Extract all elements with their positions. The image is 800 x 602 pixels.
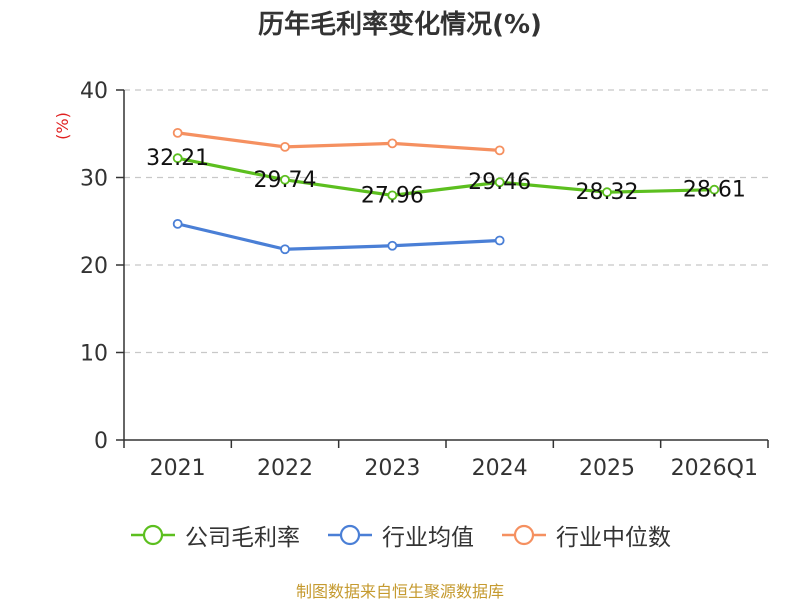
data-label: 27.96 bbox=[361, 183, 424, 208]
data-point-1 bbox=[172, 153, 183, 164]
x-tick-label: 2022 bbox=[257, 456, 313, 481]
x-tick-label: 2023 bbox=[364, 456, 420, 481]
x-tick-label: 2025 bbox=[579, 456, 635, 481]
legend-label: 行业中位数 bbox=[556, 525, 671, 551]
y-tick-label: 20 bbox=[80, 254, 108, 279]
y-tick-label: 10 bbox=[80, 342, 108, 367]
data-label: 32.21 bbox=[146, 146, 209, 171]
y-tick-label: 0 bbox=[94, 429, 108, 454]
legend-marker-icon bbox=[131, 524, 175, 546]
legend-label: 行业均值 bbox=[382, 525, 474, 551]
data-point-2 bbox=[280, 244, 290, 255]
legend-marker-icon bbox=[328, 524, 372, 546]
data-label: 28.61 bbox=[683, 178, 746, 203]
source-note: 制图数据来自恒生聚源数据库 bbox=[295, 582, 504, 601]
legend: 公司毛利率 行业均值 行业中位数 bbox=[0, 518, 800, 552]
data-point-1 bbox=[280, 174, 290, 185]
y-tick-label: 30 bbox=[80, 167, 108, 192]
data-point-1 bbox=[709, 184, 720, 195]
legend-marker-icon bbox=[502, 524, 546, 546]
data-label: 29.46 bbox=[468, 170, 531, 195]
data-point-3 bbox=[494, 145, 505, 156]
x-tick-label: 2021 bbox=[150, 456, 206, 481]
x-tick-label: 2024 bbox=[472, 456, 528, 481]
data-point-2 bbox=[172, 218, 183, 229]
chart-title: 历年毛利率变化情况(%) bbox=[258, 10, 542, 40]
data-point-3 bbox=[387, 138, 398, 149]
series-line-2 bbox=[177, 222, 500, 251]
y-tick-label: 40 bbox=[80, 79, 108, 104]
data-point-2 bbox=[387, 240, 398, 251]
series-line-3 bbox=[177, 131, 500, 152]
legend-item-3[interactable]: 行业中位数 bbox=[500, 518, 671, 552]
data-point-3 bbox=[280, 141, 290, 152]
legend-item-1[interactable]: 公司毛利率 bbox=[129, 518, 300, 552]
legend-label: 公司毛利率 bbox=[185, 525, 300, 551]
data-point-1 bbox=[387, 190, 398, 201]
line-chart: 0 10 20 30 40 2021 2022 2023 2024 2025 2026Q1 (%) 32… bbox=[53, 79, 769, 481]
legend-item-2[interactable]: 行业均值 bbox=[326, 518, 474, 552]
data-point-1 bbox=[494, 177, 505, 188]
data-label: 29.74 bbox=[254, 168, 317, 193]
x-tick-label: 2026Q1 bbox=[671, 456, 758, 481]
data-point-1 bbox=[602, 187, 612, 198]
data-label: 28.32 bbox=[576, 180, 639, 205]
data-point-2 bbox=[494, 235, 505, 246]
data-point-3 bbox=[172, 127, 183, 138]
series-line-1 bbox=[177, 156, 715, 197]
y-axis-label: (%) bbox=[53, 112, 72, 140]
